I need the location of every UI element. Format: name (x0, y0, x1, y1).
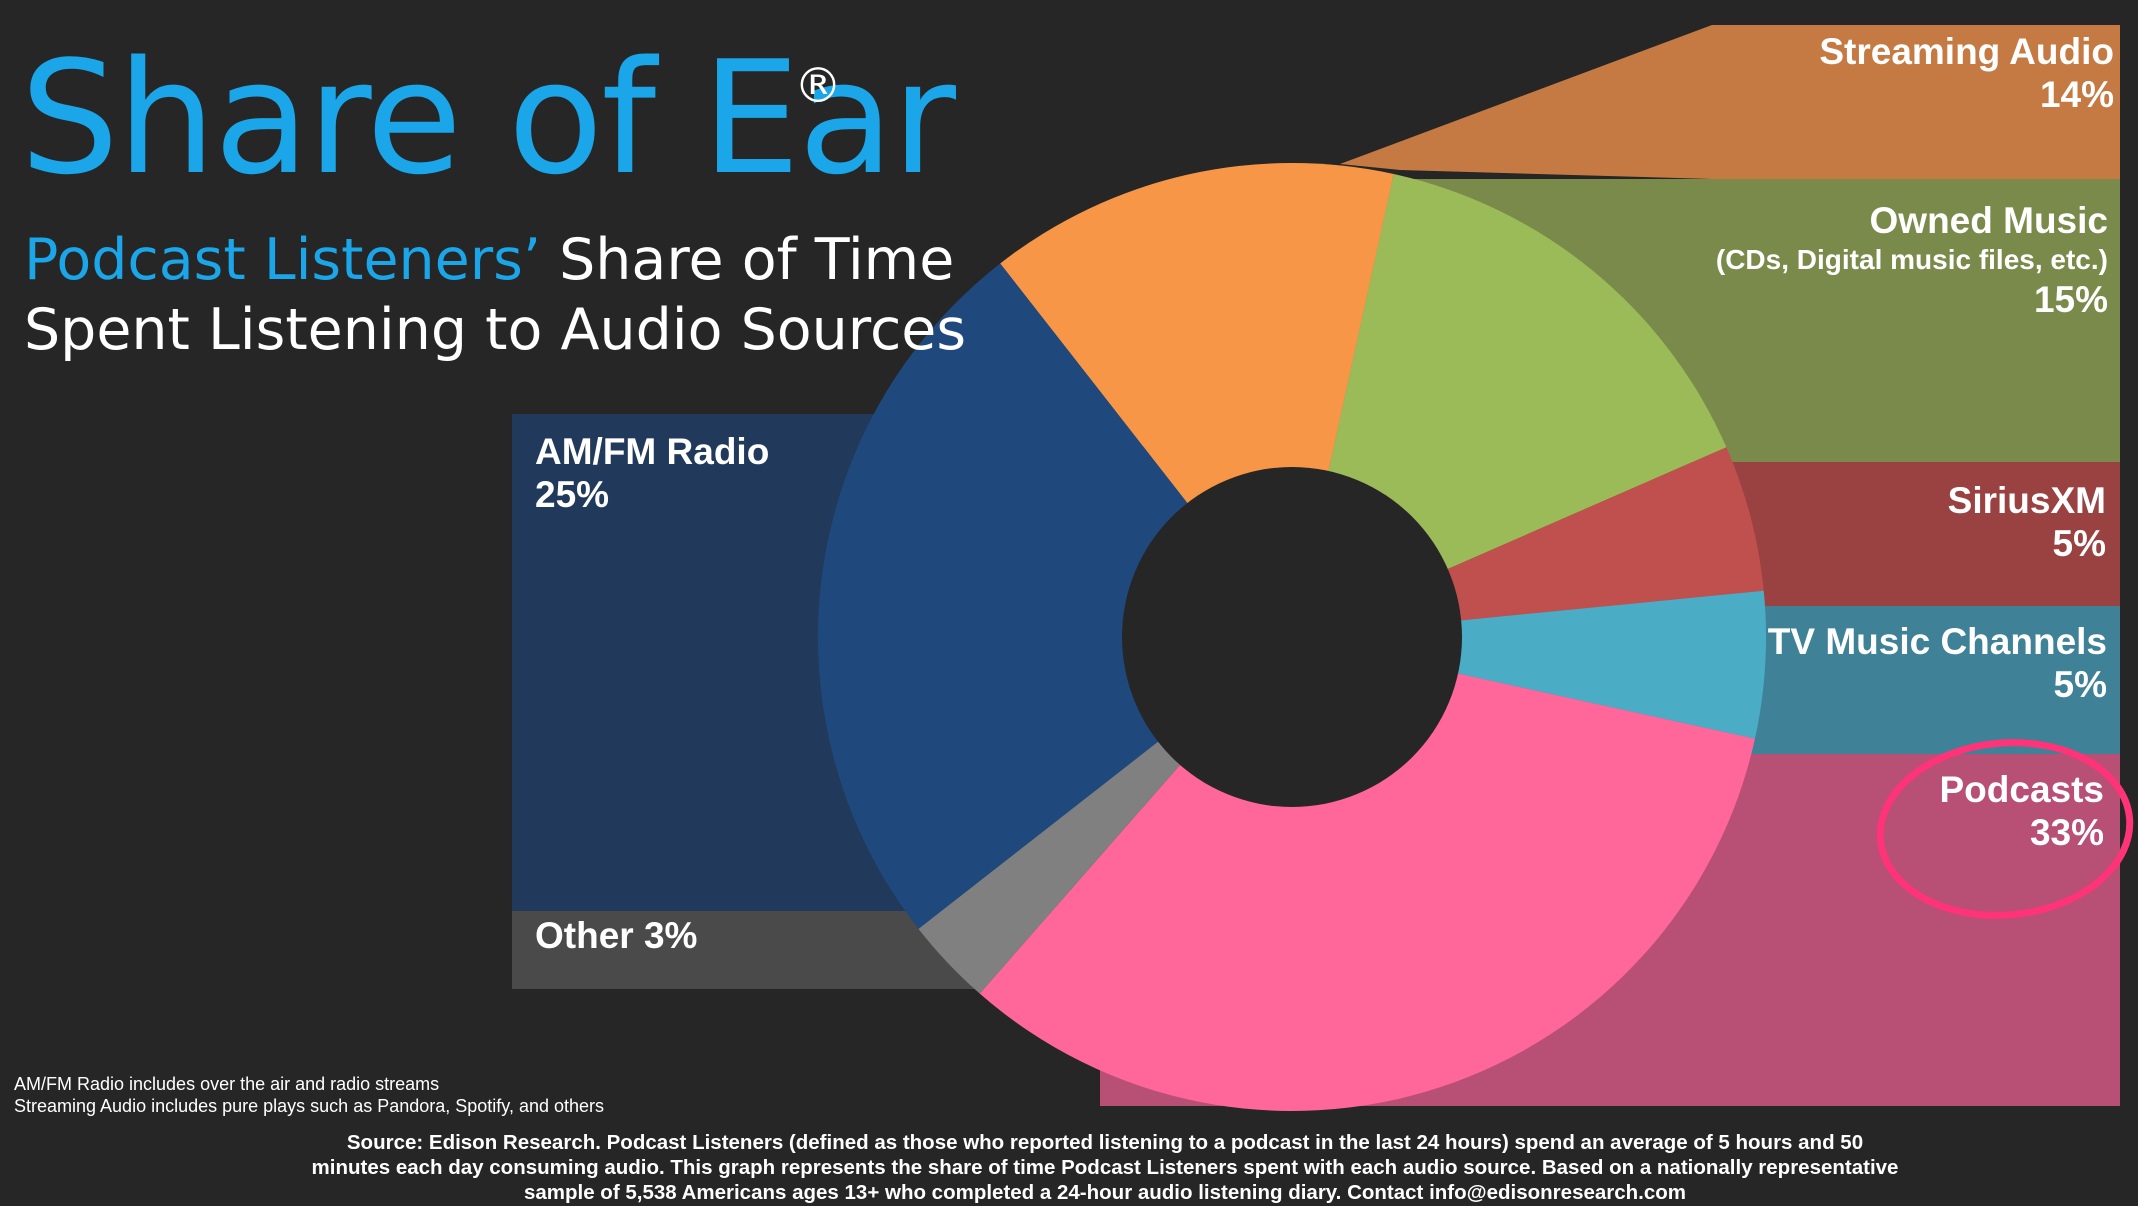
subtitle-rest: Share of Time (540, 227, 955, 293)
subtitle-line-2: Spent Listening to Audio Sources (24, 297, 967, 363)
label-other: Other 3% (535, 914, 697, 957)
label-streaming-audio: Streaming Audio 14% (1819, 30, 2114, 116)
label-owned-music-name: Owned Music (1869, 200, 2108, 241)
slice-podcasts (979, 637, 1755, 1111)
label-am-fm-radio-value: 25% (535, 474, 610, 515)
label-podcasts-value: 33% (2029, 812, 2104, 853)
label-am-fm-radio: AM/FM Radio 25% (535, 430, 769, 516)
donut-hole (1122, 467, 1462, 807)
footnote-streaming: Streaming Audio includes pure plays such… (14, 1096, 605, 1116)
label-siriusxm-value: 5% (2052, 523, 2106, 564)
slice-am-fm-radio (817, 263, 1292, 929)
label-other-value: Other 3% (535, 915, 698, 956)
label-siriusxm-name: SiriusXM (1947, 480, 2106, 521)
panel-streaming-audio (1712, 25, 2120, 179)
label-tv-music-channels-value: 5% (2053, 664, 2107, 705)
label-tv-music-channels: TV Music Channels 5% (1768, 620, 2107, 706)
source-line-1: Source: Edison Research. Podcast Listene… (346, 1131, 1864, 1154)
label-tv-music-channels-name: TV Music Channels (1767, 621, 2107, 662)
label-streaming-audio-name: Streaming Audio (1819, 31, 2114, 72)
source-line-3: sample of 5,538 Americans ages 13+ who c… (523, 1181, 1687, 1204)
label-podcasts: Podcasts 33% (1939, 768, 2104, 854)
footnote-am-fm: AM/FM Radio includes over the air and ra… (14, 1074, 440, 1094)
label-am-fm-radio-name: AM/FM Radio (535, 431, 770, 472)
label-podcasts-name: Podcasts (1939, 769, 2104, 810)
chart-subtitle: Podcast Listeners’ Share of Time Spent L… (24, 225, 966, 365)
label-siriusxm: SiriusXM 5% (1948, 479, 2106, 565)
label-owned-music-value: 15% (2033, 279, 2108, 320)
label-streaming-audio-value: 14% (2039, 74, 2114, 115)
page-title: Share of Ear (20, 27, 956, 209)
footnotes: AM/FM Radio includes over the air and ra… (14, 1073, 604, 1117)
panel-streaming-audio-leader (1340, 25, 1712, 179)
label-owned-music: Owned Music (CDs, Digital music files, e… (1716, 199, 2108, 321)
registered-mark: ® (794, 58, 842, 114)
podcasts-highlight-circle (1876, 739, 2134, 919)
subtitle-highlight: Podcast Listeners’ (24, 227, 541, 293)
source-line-2: minutes each day consuming audio. This g… (311, 1156, 1899, 1179)
label-owned-music-note: (CDs, Digital music files, etc.) (1715, 244, 2108, 275)
source-note: Source: Edison Research. Podcast Listene… (260, 1130, 1950, 1205)
